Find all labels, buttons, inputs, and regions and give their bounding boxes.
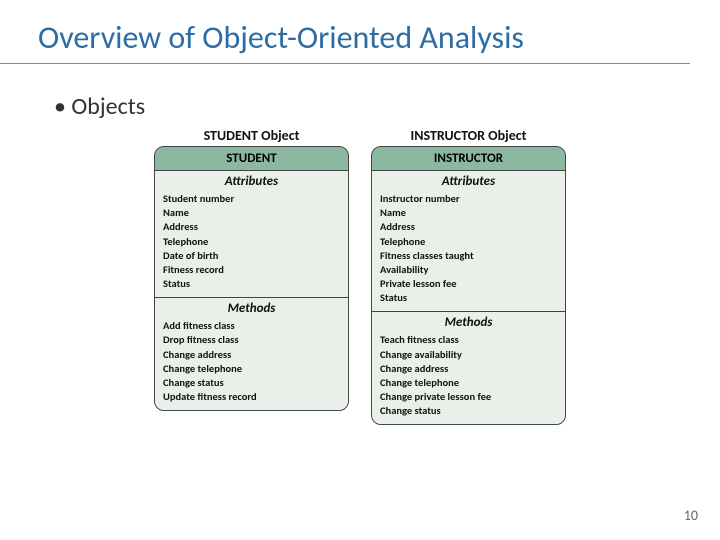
student-attr: Student number bbox=[163, 192, 340, 206]
student-method: Change address bbox=[163, 348, 340, 362]
student-attributes-label: Attributes bbox=[163, 174, 340, 189]
student-attributes-section: Attributes Student number Name Address T… bbox=[155, 171, 348, 297]
student-method: Add fitness class bbox=[163, 319, 340, 333]
instructor-attr: Name bbox=[380, 206, 557, 220]
instructor-object-title: INSTRUCTOR Object bbox=[371, 127, 566, 144]
student-object-title: STUDENT Object bbox=[154, 127, 349, 144]
student-column: STUDENT Object STUDENT Attributes Studen… bbox=[154, 127, 349, 425]
instructor-method: Change private lesson fee bbox=[380, 390, 557, 404]
instructor-attributes-label: Attributes bbox=[380, 174, 557, 189]
student-attr: Name bbox=[163, 206, 340, 220]
student-method: Change telephone bbox=[163, 362, 340, 376]
instructor-card: INSTRUCTOR Attributes Instructor number … bbox=[371, 146, 566, 425]
instructor-attr: Telephone bbox=[380, 235, 557, 249]
student-attr: Telephone bbox=[163, 235, 340, 249]
student-attr: Address bbox=[163, 220, 340, 234]
instructor-attr: Availability bbox=[380, 263, 557, 277]
bullet-objects: Objects bbox=[0, 64, 720, 121]
student-attr: Fitness record bbox=[163, 263, 340, 277]
instructor-attr: Address bbox=[380, 220, 557, 234]
instructor-method: Change telephone bbox=[380, 376, 557, 390]
page-number: 10 bbox=[684, 507, 698, 524]
instructor-methods-section: Methods Teach fitness class Change avail… bbox=[372, 311, 565, 424]
instructor-methods-label: Methods bbox=[380, 315, 557, 330]
student-methods-label: Methods bbox=[163, 301, 340, 316]
student-method: Change status bbox=[163, 376, 340, 390]
slide-title: Overview of Object-Oriented Analysis bbox=[0, 0, 690, 64]
instructor-attr: Fitness classes taught bbox=[380, 249, 557, 263]
student-method: Update fitness record bbox=[163, 390, 340, 404]
student-attr: Status bbox=[163, 277, 340, 291]
student-card: STUDENT Attributes Student number Name A… bbox=[154, 146, 349, 411]
student-attr: Date of birth bbox=[163, 249, 340, 263]
student-card-name: STUDENT bbox=[155, 147, 348, 171]
objects-diagram: STUDENT Object STUDENT Attributes Studen… bbox=[0, 127, 720, 425]
instructor-attr: Instructor number bbox=[380, 192, 557, 206]
instructor-method: Change address bbox=[380, 362, 557, 376]
instructor-card-name: INSTRUCTOR bbox=[372, 147, 565, 171]
instructor-attr: Status bbox=[380, 291, 557, 305]
instructor-attributes-section: Attributes Instructor number Name Addres… bbox=[372, 171, 565, 311]
student-method: Drop fitness class bbox=[163, 333, 340, 347]
instructor-column: INSTRUCTOR Object INSTRUCTOR Attributes … bbox=[371, 127, 566, 425]
student-methods-section: Methods Add fitness class Drop fitness c… bbox=[155, 297, 348, 410]
instructor-attr: Private lesson fee bbox=[380, 277, 557, 291]
instructor-method: Teach fitness class bbox=[380, 333, 557, 347]
instructor-method: Change status bbox=[380, 404, 557, 418]
instructor-method: Change availability bbox=[380, 348, 557, 362]
